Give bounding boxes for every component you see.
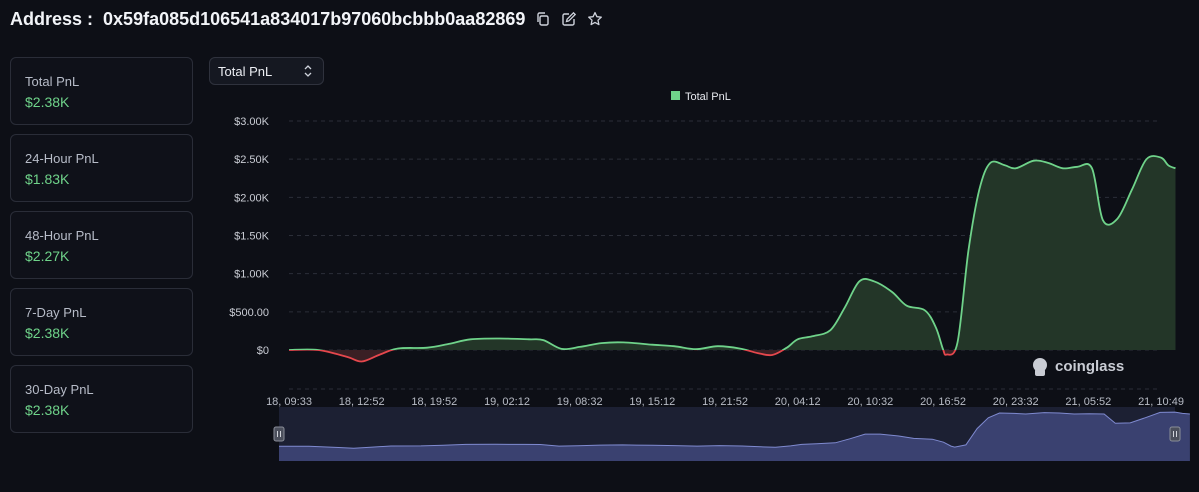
y-tick-label: $3.00K: [234, 116, 270, 128]
star-icon[interactable]: [587, 11, 603, 27]
y-tick-label: $2.00K: [234, 192, 270, 204]
card-label: 48-Hour PnL: [25, 228, 99, 243]
x-tick-label: 19, 15:12: [629, 396, 675, 408]
card-24h-pnl[interactable]: 24-Hour PnL $1.83K: [10, 134, 193, 202]
card-30d-pnl[interactable]: 30-Day PnL $2.38K: [10, 365, 193, 433]
address-label: Address :: [10, 8, 94, 29]
legend-label: Total PnL: [685, 91, 731, 103]
card-total-pnl[interactable]: Total PnL $2.38K: [10, 57, 193, 125]
metric-select-value: Total PnL: [218, 63, 273, 79]
coinglass-watermark: coinglass: [1033, 358, 1124, 376]
card-value: $2.38K: [25, 94, 70, 110]
y-tick-label: $2.50K: [234, 154, 270, 166]
pnl-chart: Total PnL $3.00K $2.50K $2.00K $1.50K $1.00K $…: [229, 91, 1190, 461]
navigator-area: [279, 412, 1190, 461]
card-7d-pnl[interactable]: 7-Day PnL $2.38K: [10, 288, 193, 356]
y-tick-label: $1.00K: [234, 269, 270, 281]
card-value: $1.83K: [25, 171, 70, 187]
series-area-negative: [289, 350, 1176, 362]
navigator-handle-right[interactable]: [1169, 426, 1181, 442]
x-tick-label: 21, 05:52: [1065, 396, 1111, 408]
y-tick-label: $500.00: [229, 307, 269, 319]
x-tick-label: 20, 10:32: [847, 396, 893, 408]
card-value: $2.27K: [25, 248, 70, 264]
y-tick-label: $1.50K: [234, 231, 270, 243]
navigator-line: [278, 411, 1190, 449]
x-tick-label: 20, 23:32: [993, 396, 1039, 408]
chevron-updown-icon: [304, 65, 312, 77]
y-tick-label: $0: [257, 345, 269, 357]
card-label: 7-Day PnL: [25, 305, 87, 320]
coinglass-logo-icon: [1033, 358, 1047, 372]
x-tick-label: 19, 08:32: [557, 396, 603, 408]
page-header: Address : 0x59fa085d106541a834017b97060b…: [10, 6, 603, 32]
address-value: 0x59fa085d106541a834017b97060bcbbb0aa828…: [103, 8, 526, 29]
range-navigator[interactable]: [273, 407, 1190, 461]
card-value: $2.38K: [25, 325, 70, 341]
card-value: $2.38K: [25, 402, 70, 418]
card-label: 30-Day PnL: [25, 382, 94, 397]
edit-icon[interactable]: [561, 11, 577, 27]
navigator-handle-left[interactable]: [273, 426, 285, 442]
card-label: Total PnL: [25, 74, 80, 89]
card-label: 24-Hour PnL: [25, 151, 99, 166]
chart-legend[interactable]: Total PnL: [671, 91, 731, 103]
x-tick-label: 21, 10:49: [1138, 396, 1184, 408]
x-tick-label: 18, 12:52: [339, 396, 385, 408]
legend-swatch: [671, 91, 680, 100]
watermark-text: coinglass: [1055, 358, 1124, 375]
copy-icon[interactable]: [535, 11, 551, 27]
x-tick-label: 18, 09:33: [266, 396, 312, 408]
series-line-positive: [288, 155, 1176, 350]
x-tick-label: 19, 02:12: [484, 396, 530, 408]
x-tick-label: 18, 19:52: [411, 396, 457, 408]
x-tick-label: 19, 21:52: [702, 396, 748, 408]
x-tick-label: 20, 04:12: [775, 396, 821, 408]
x-tick-label: 20, 16:52: [920, 396, 966, 408]
card-48h-pnl[interactable]: 48-Hour PnL $2.27K: [10, 211, 193, 279]
metric-select[interactable]: Total PnL: [209, 57, 324, 85]
series-area-positive: [289, 156, 1176, 350]
